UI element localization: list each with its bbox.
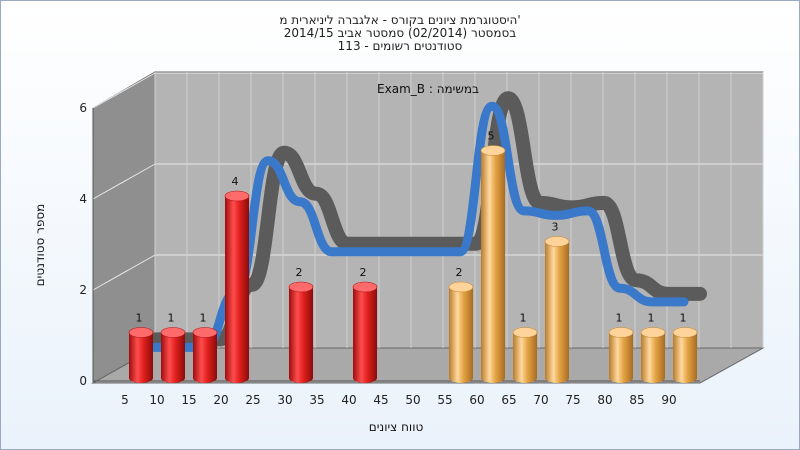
x-tick-label: 25 [245, 393, 260, 407]
bar-top [352, 281, 378, 293]
bar: 3 [544, 221, 570, 383]
x-tick-label: 45 [373, 393, 388, 407]
x-tick-label: 55 [437, 393, 452, 407]
bar: 1 [192, 312, 218, 383]
bar-body [513, 332, 537, 383]
x-tick-label: 75 [565, 393, 580, 407]
bar-top [608, 327, 634, 338]
bar: 1 [128, 312, 154, 383]
data-label: 4 [232, 175, 239, 188]
gridline-side [92, 163, 156, 200]
data-label: 1 [136, 312, 143, 325]
data-label: 1 [616, 312, 623, 325]
bar-top [288, 281, 314, 293]
y-tick-label: 0 [79, 374, 87, 388]
bar: 1 [672, 312, 698, 383]
bar-body [673, 332, 697, 383]
bar-body [225, 196, 249, 383]
bar-top [544, 236, 570, 247]
y-axis-label: מספר סטודנטים [33, 204, 47, 287]
curve-back [149, 91, 707, 347]
x-tick-label: 65 [501, 393, 516, 407]
bar-body [641, 332, 665, 383]
data-label: 1 [168, 312, 175, 325]
y-tick-label: 6 [79, 101, 87, 115]
bar-top [640, 327, 666, 338]
bar: 1 [160, 312, 186, 383]
x-axis-label: טווח ציונים [369, 420, 424, 434]
x-tick-label: 90 [661, 393, 676, 407]
x-tick-label: 35 [309, 393, 324, 407]
bar-top [128, 327, 154, 338]
bar-body [193, 332, 217, 383]
bar-body [449, 287, 473, 383]
x-tick-label: 40 [341, 393, 356, 407]
bar-body [545, 241, 569, 383]
data-label: 2 [360, 266, 367, 279]
bar-body [129, 332, 153, 383]
bar: 1 [608, 312, 634, 383]
x-tick-label: 85 [629, 393, 644, 407]
gridline-side [92, 254, 156, 291]
bar-top [160, 327, 186, 338]
x-tick-labels: 5 10 15 20 25 30 35 40 45 50 55 60 65 70 75 80 85 90 [121, 393, 676, 407]
bar-top [480, 145, 506, 156]
chart-title-line-2: בסמסטר (02/2014) סמסטר אביב 2014/15 [283, 26, 517, 40]
bar-top [512, 327, 538, 338]
chart-title-line-1: היסטוגרמת ציונים בקורס - אלגברה ליניארית… [279, 13, 521, 27]
bar: 2 [448, 266, 474, 383]
bars: 1 1 1 4 2 2 2 5 1 3 1 1 1 [128, 130, 698, 383]
x-tick-label: 70 [533, 393, 548, 407]
x-tick-label: 20 [213, 393, 228, 407]
data-label: 1 [680, 312, 687, 325]
bar: 2 [288, 266, 314, 383]
gridline-side [92, 72, 156, 109]
chart-subtitle: Exam_B : במשימה [377, 82, 479, 96]
bar-top [672, 327, 698, 338]
data-label: 1 [520, 312, 527, 325]
y-tick-labels: 0 2 4 6 [79, 101, 87, 388]
bar-top [448, 281, 474, 293]
data-label: 3 [552, 221, 559, 234]
x-tick-label: 50 [405, 393, 420, 407]
x-tick-label: 30 [277, 393, 292, 407]
bar-top [224, 190, 250, 202]
bar-body [481, 150, 505, 383]
data-label: 1 [200, 312, 207, 325]
bar-body [161, 332, 185, 383]
bar: 2 [352, 266, 378, 383]
bar-top [192, 327, 218, 338]
bar: 4 [224, 175, 250, 383]
data-label: 5 [488, 130, 495, 143]
x-tick-label: 10 [149, 393, 164, 407]
bar: 1 [512, 312, 538, 383]
x-tick-label: 5 [121, 393, 129, 407]
bar-body [609, 332, 633, 383]
data-label: 2 [456, 266, 463, 279]
bar-body [289, 287, 313, 383]
chart-title-line-3: סטודנטים רשומים - 113 [337, 39, 463, 53]
bar-body [353, 287, 377, 383]
data-label: 2 [296, 266, 303, 279]
data-label: 1 [648, 312, 655, 325]
y-tick-label: 4 [79, 192, 87, 206]
y-tick-label: 2 [79, 283, 87, 297]
x-tick-label: 15 [181, 393, 196, 407]
bar: 5 [480, 130, 506, 383]
x-tick-label: 80 [597, 393, 612, 407]
bar: 1 [640, 312, 666, 383]
x-tick-label: 60 [469, 393, 484, 407]
